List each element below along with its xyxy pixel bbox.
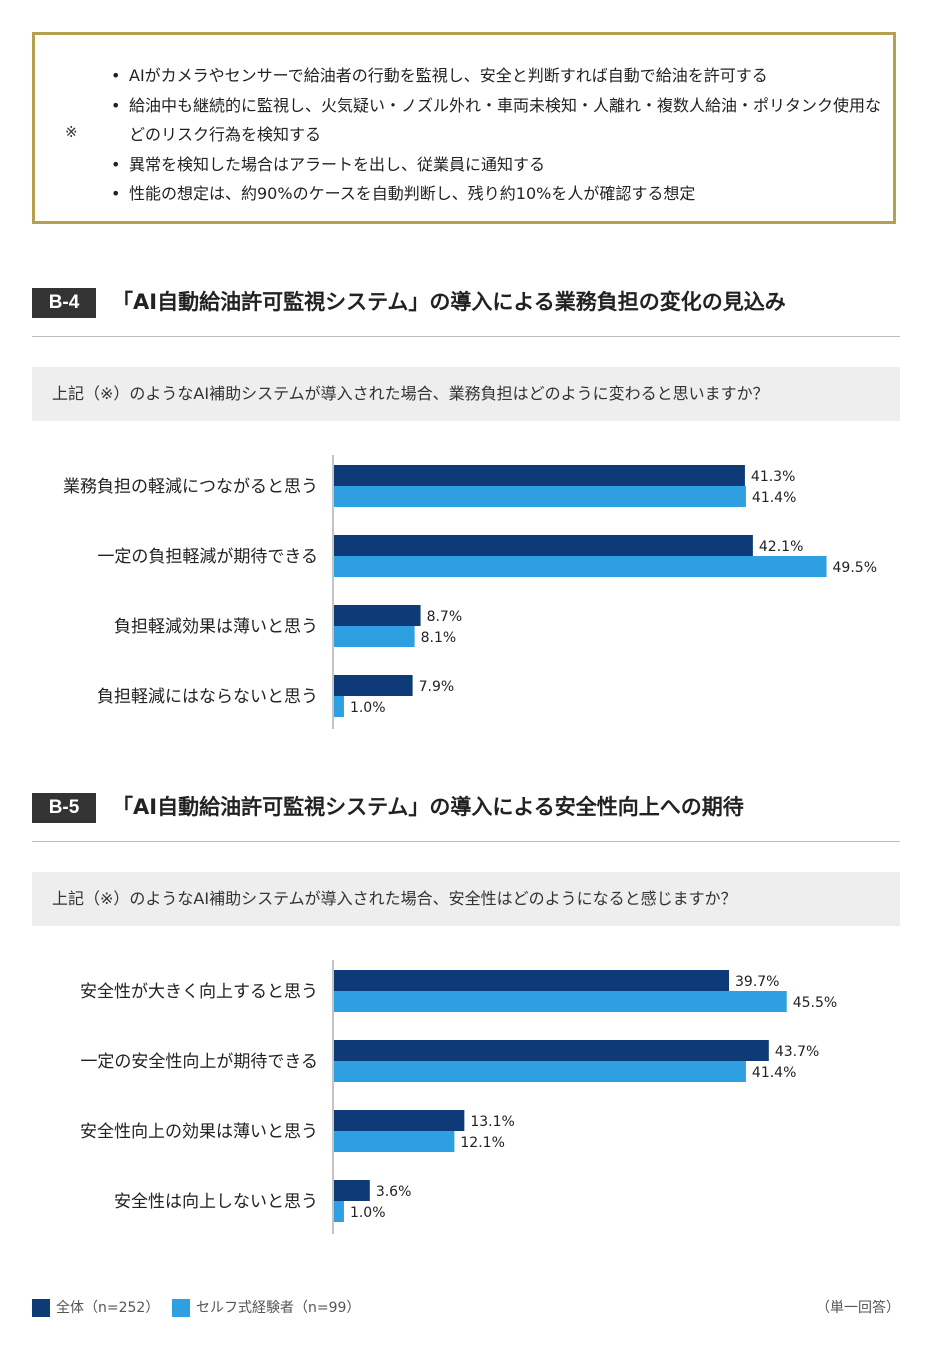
category-label: 安全性は向上しないと思う	[114, 1192, 318, 1212]
bar-value-label: 41.4%	[752, 1065, 796, 1081]
legend-swatch	[172, 1299, 190, 1317]
chart-svg: 業務負担の軽減につながると思う 41.3% 41.4% 一定の負担軽減が期待できる 42…	[63, 455, 877, 729]
category-label: 一定の負担軽減が期待できる	[97, 547, 318, 567]
bar	[334, 970, 730, 991]
note-mark: ※	[65, 123, 78, 141]
section-header-b5: B-5 「AI自動給油許可監視システム」の導入による安全性向上への期待	[32, 793, 900, 842]
bar	[334, 1061, 746, 1082]
section-title: 「AI自動給油許可監視システム」の導入による業務負担の変化の見込み	[112, 290, 786, 314]
bar	[334, 1180, 370, 1201]
legend-label: 全体（n=252）	[56, 1300, 160, 1316]
bar-value-label: 41.4%	[752, 490, 796, 506]
chart-svg: 安全性が大きく向上すると思う 39.7% 45.5% 一定の安全性向上が期待できる 43…	[80, 960, 837, 1234]
category-label: 安全性が大きく向上すると思う	[80, 982, 318, 1002]
bar-value-label: 1.0%	[350, 700, 386, 716]
note-item: 異常を検知した場合はアラートを出し、従業員に通知する	[111, 150, 881, 180]
note-item: 性能の想定は、約90%のケースを自動判断し、残り約10%を人が確認する想定	[111, 179, 881, 209]
note-list: AIがカメラやセンサーで給油者の行動を監視し、安全と判断すれば自動で給油を許可す…	[111, 61, 881, 209]
bar	[334, 1201, 344, 1222]
category-label: 安全性向上の効果は薄いと思う	[80, 1122, 318, 1142]
bar-value-label: 8.7%	[427, 609, 463, 625]
legend-label: セルフ式経験者（n=99）	[196, 1300, 361, 1316]
bar	[334, 696, 344, 717]
bar-value-label: 43.7%	[775, 1044, 819, 1060]
bar-value-label: 45.5%	[793, 995, 837, 1011]
question-box: 上記（※）のようなAI補助システムが導入された場合、安全性はどのようになると感じ…	[32, 872, 900, 926]
section-badge: B-5	[32, 793, 96, 823]
bar	[334, 465, 745, 486]
bar-value-label: 1.0%	[350, 1205, 386, 1221]
bar-value-label: 3.6%	[376, 1184, 412, 1200]
section-badge: B-4	[32, 288, 96, 318]
question-box: 上記（※）のようなAI補助システムが導入された場合、業務負担はどのように変わると…	[32, 367, 900, 421]
bar	[334, 675, 413, 696]
note-item: 給油中も継続的に監視し、火気疑い・ノズル外れ・車両未検知・人離れ・複数人給油・ポ…	[111, 91, 881, 150]
bar-value-label: 49.5%	[833, 560, 877, 576]
bar	[334, 556, 827, 577]
answer-type-note: （単一回答）	[816, 1300, 900, 1316]
bar-chart-b5: 安全性が大きく向上すると思う 39.7% 45.5% 一定の安全性向上が期待できる 43…	[0, 945, 932, 1245]
category-label: 業務負担の軽減につながると思う	[63, 477, 318, 497]
legend-swatch	[32, 1299, 50, 1317]
bar	[334, 1110, 465, 1131]
bar-value-label: 7.9%	[419, 679, 455, 695]
bar	[334, 535, 753, 556]
bar	[334, 991, 787, 1012]
section-title: 「AI自動給油許可監視システム」の導入による安全性向上への期待	[112, 795, 744, 819]
category-label: 負担軽減にはならないと思う	[97, 687, 318, 707]
bar	[334, 626, 415, 647]
note-box: ※ AIがカメラやセンサーで給油者の行動を監視し、安全と判断すれば自動で給油を許…	[32, 32, 896, 224]
bar	[334, 1131, 455, 1152]
bar	[334, 605, 421, 626]
bar-value-label: 42.1%	[759, 539, 803, 555]
category-label: 負担軽減効果は薄いと思う	[114, 617, 318, 637]
bar-chart-b4: 業務負担の軽減につながると思う 41.3% 41.4% 一定の負担軽減が期待できる 42…	[0, 440, 932, 740]
section-header-b4: B-4 「AI自動給油許可監視システム」の導入による業務負担の変化の見込み	[32, 288, 900, 337]
category-label: 一定の安全性向上が期待できる	[80, 1052, 318, 1072]
bar-value-label: 41.3%	[751, 469, 795, 485]
bar-value-label: 8.1%	[421, 630, 457, 646]
note-item: AIがカメラやセンサーで給油者の行動を監視し、安全と判断すれば自動で給油を許可す…	[111, 61, 881, 91]
bar-value-label: 13.1%	[470, 1114, 514, 1130]
bar	[334, 486, 746, 507]
bar-value-label: 12.1%	[460, 1135, 504, 1151]
bar-value-label: 39.7%	[735, 974, 779, 990]
bar	[334, 1040, 769, 1061]
